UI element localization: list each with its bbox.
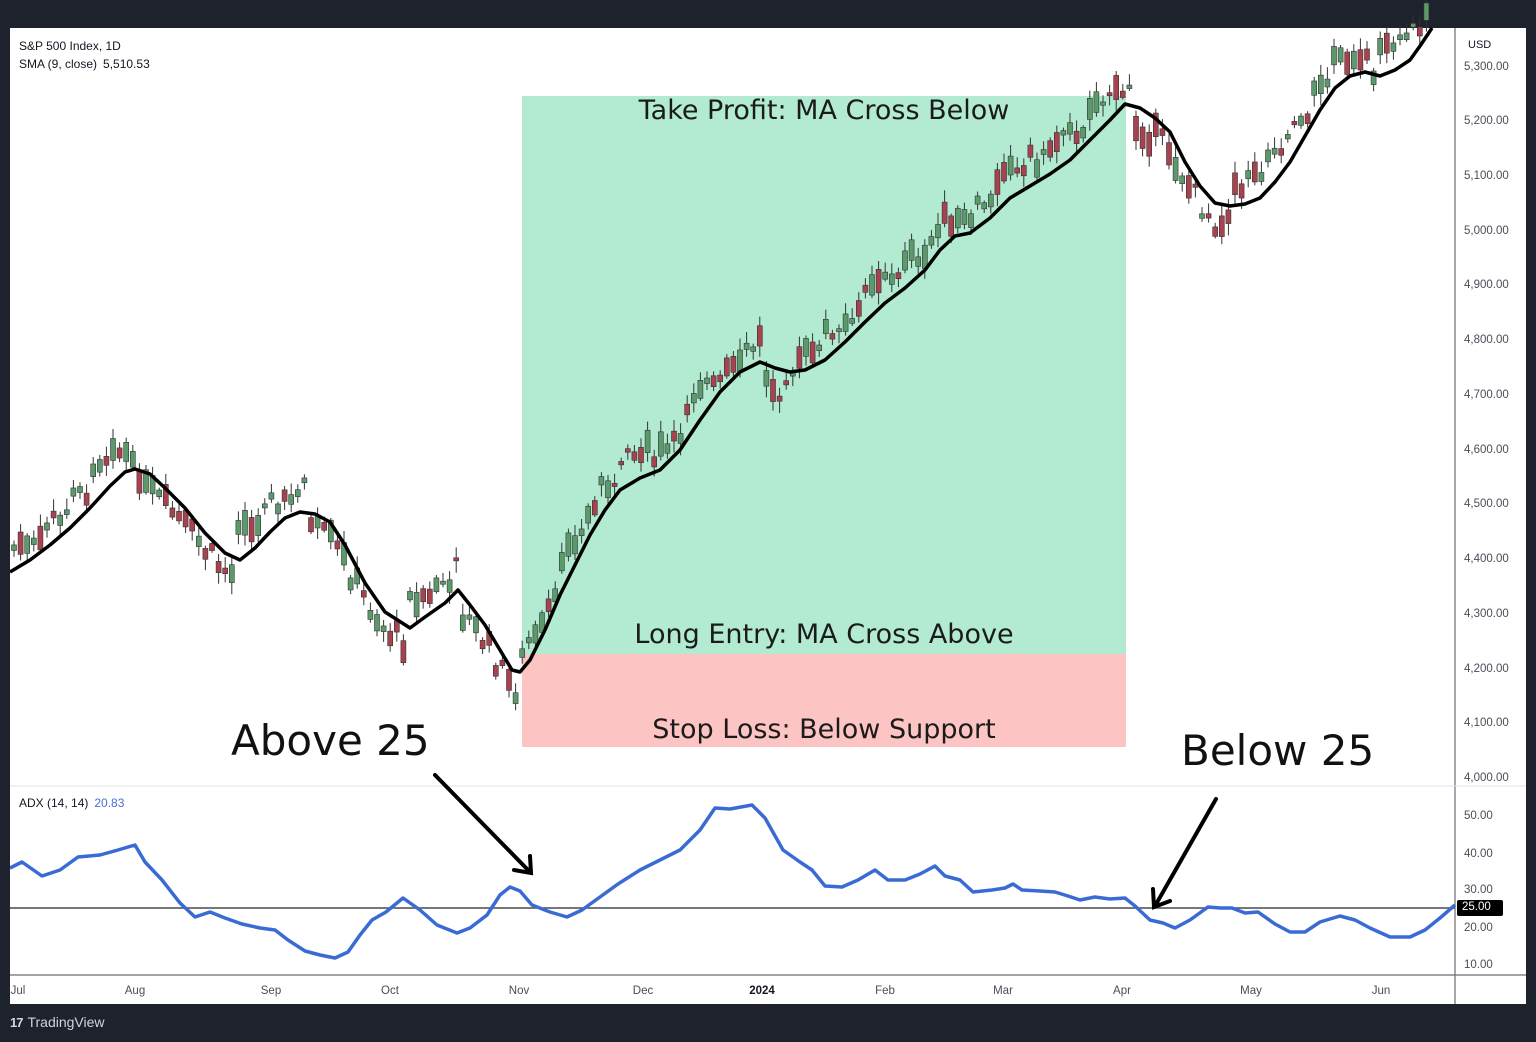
svg-text:4,600.00: 4,600.00 — [1464, 444, 1509, 456]
long-entry-label: Long Entry: MA Cross Above — [634, 619, 1014, 650]
svg-text:50.00: 50.00 — [1464, 810, 1493, 822]
symbol-title: S&P 500 Index, 1D — [19, 39, 121, 53]
svg-text:4,200.00: 4,200.00 — [1464, 663, 1509, 675]
currency-label[interactable]: USD — [1468, 39, 1492, 51]
adx-threshold-badge-bg — [1457, 900, 1503, 916]
svg-text:Sep: Sep — [261, 985, 281, 997]
footer-brand[interactable]: 17 TradingView — [10, 1014, 105, 1030]
svg-text:Apr: Apr — [1113, 985, 1131, 997]
svg-text:10.00: 10.00 — [1464, 959, 1493, 971]
svg-text:4,900.00: 4,900.00 — [1464, 279, 1509, 291]
adx-line — [9, 803, 1457, 960]
svg-text:Oct: Oct — [381, 985, 400, 997]
adx-legend[interactable]: ADX (14, 14) 20.83 — [19, 796, 124, 810]
sma-line — [9, 27, 1434, 674]
above-25-annotation: Above 25 — [231, 716, 430, 765]
svg-text:Nov: Nov — [509, 985, 530, 997]
svg-text:5,200.00: 5,200.00 — [1464, 115, 1509, 127]
svg-text:4,400.00: 4,400.00 — [1464, 553, 1509, 565]
adx-threshold-badge: 25.00 — [1462, 901, 1491, 913]
price-axis[interactable]: 5,300.00 5,200.00 5,100.00 5,000.00 4,90… — [1464, 61, 1509, 784]
below-25-annotation: Below 25 — [1181, 726, 1375, 775]
svg-text:4,800.00: 4,800.00 — [1464, 334, 1509, 346]
stop-loss-zone — [522, 654, 1126, 747]
tradingview-logo-icon: 17 — [10, 1014, 24, 1030]
svg-text:5,100.00: 5,100.00 — [1464, 170, 1509, 182]
svg-text:Dec: Dec — [633, 985, 654, 997]
sma-legend[interactable]: SMA (9, close) 5,510.53 — [19, 55, 150, 73]
adx-axis[interactable]: 50.00 40.00 30.00 20.00 10.00 — [1464, 810, 1493, 971]
svg-text:May: May — [1240, 985, 1262, 997]
svg-text:30.00: 30.00 — [1464, 884, 1493, 896]
svg-text:Jun: Jun — [1372, 985, 1391, 997]
sma-value: 5,510.53 — [103, 57, 150, 71]
symbol-legend[interactable]: S&P 500 Index, 1D — [19, 37, 121, 55]
svg-text:Feb: Feb — [875, 985, 895, 997]
adx-value: 20.83 — [94, 796, 125, 810]
time-axis[interactable]: Jul Aug Sep Oct Nov Dec 2024 Feb Mar Apr… — [11, 985, 1391, 997]
svg-text:4,000.00: 4,000.00 — [1464, 772, 1509, 784]
svg-text:4,300.00: 4,300.00 — [1464, 608, 1509, 620]
arrow-above-25 — [433, 773, 534, 876]
svg-text:40.00: 40.00 — [1464, 848, 1493, 860]
svg-text:5,300.00: 5,300.00 — [1464, 61, 1509, 73]
svg-text:4,700.00: 4,700.00 — [1464, 389, 1509, 401]
arrow-below-25 — [1151, 797, 1218, 910]
svg-text:Mar: Mar — [993, 985, 1013, 997]
take-profit-label: Take Profit: MA Cross Below — [638, 95, 1010, 126]
adx-label: ADX (14, 14) — [19, 796, 89, 810]
brand-name: TradingView — [27, 1014, 105, 1030]
svg-text:4,500.00: 4,500.00 — [1464, 498, 1509, 510]
svg-text:Jul: Jul — [11, 985, 26, 997]
sma-label: SMA (9, close) — [19, 57, 98, 71]
candlesticks — [11, 0, 1430, 711]
svg-text:Aug: Aug — [125, 985, 145, 997]
svg-text:4,100.00: 4,100.00 — [1464, 717, 1509, 729]
take-profit-zone — [522, 96, 1126, 654]
svg-text:2024: 2024 — [749, 985, 775, 997]
svg-text:20.00: 20.00 — [1464, 922, 1493, 934]
svg-text:5,000.00: 5,000.00 — [1464, 225, 1509, 237]
stop-loss-label: Stop Loss: Below Support — [652, 714, 996, 745]
